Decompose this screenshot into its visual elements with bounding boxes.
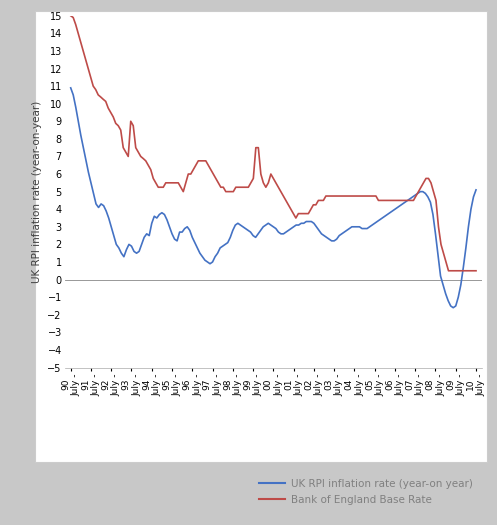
Legend: UK RPI inflation rate (year-on year), Bank of England Base Rate: UK RPI inflation rate (year-on year), Ba… (254, 475, 477, 509)
Y-axis label: UK RPI inflation rate (year-on-year): UK RPI inflation rate (year-on-year) (32, 100, 42, 283)
